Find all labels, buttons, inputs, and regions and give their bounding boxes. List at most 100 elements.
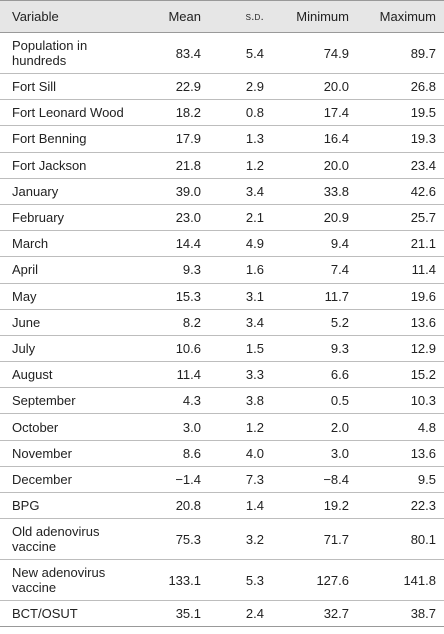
cell-sd: 1.2 (245, 157, 264, 173)
header-variable: Variable (12, 9, 59, 24)
cell-maximum: 141.8 (403, 572, 436, 588)
cell-minimum: 2.0 (330, 419, 349, 435)
cell-sd: 3.4 (245, 314, 264, 330)
cell-mean: 23.0 (175, 210, 201, 226)
table-row: August 11.4 3.3 6.6 15.2 (0, 362, 444, 388)
cell-mean: 18.2 (175, 105, 201, 121)
cell-maximum: 15.2 (410, 367, 436, 383)
cell-variable: January (12, 183, 59, 199)
cell-mean: 11.4 (176, 367, 201, 383)
cell-minimum: 20.0 (323, 79, 349, 95)
cell-variable: Fort Leonard Wood (12, 105, 124, 121)
cell-mean: 4.3 (182, 393, 201, 409)
cell-maximum: 22.3 (410, 498, 436, 514)
table-header: Variable Mean s.d. Minimum Maximum (0, 0, 444, 33)
table-row: June 8.2 3.4 5.2 13.6 (0, 309, 444, 336)
cell-maximum: 42.6 (410, 183, 436, 199)
cell-mean: 15.3 (175, 288, 201, 304)
cell-maximum: 26.8 (410, 79, 436, 95)
cell-mean: 35.1 (175, 606, 201, 622)
cell-maximum: 4.8 (417, 419, 436, 435)
table-row: April 9.3 1.6 7.4 11.4 (0, 257, 444, 283)
cell-mean: 8.6 (182, 445, 201, 461)
cell-maximum: 80.1 (410, 531, 436, 547)
cell-mean: 21.8 (175, 157, 201, 173)
cell-sd: 1.5 (245, 340, 264, 356)
table-row: October 3.0 1.2 2.0 4.8 (0, 414, 444, 441)
cell-mean: 133.1 (168, 572, 201, 588)
cell-minimum: 71.7 (323, 531, 349, 547)
table-row: November 8.6 4.0 3.0 13.6 (0, 440, 444, 467)
cell-sd: 1.4 (245, 498, 264, 514)
cell-minimum: 127.6 (316, 572, 349, 588)
cell-maximum: 23.4 (410, 157, 436, 173)
cell-minimum: 19.2 (323, 498, 349, 514)
cell-minimum: 7.4 (330, 262, 349, 278)
cell-mean: 9.3 (182, 262, 201, 278)
cell-sd: 2.9 (245, 79, 264, 95)
table-body: Population in hundreds 83.4 5.4 74.9 89.7 For… (0, 33, 444, 627)
cell-minimum: 11.7 (324, 288, 349, 304)
table-row: BPG 20.8 1.4 19.2 22.3 (0, 493, 444, 519)
cell-minimum: 33.8 (323, 183, 349, 199)
table-row: Population in hundreds 83.4 5.4 74.9 89.7 (0, 33, 444, 74)
cell-maximum: 38.7 (410, 606, 436, 622)
cell-maximum: 9.5 (417, 471, 436, 487)
cell-sd: 3.8 (245, 393, 264, 409)
cell-mean: 17.9 (175, 131, 201, 147)
cell-mean: 3.0 (182, 419, 201, 435)
table-row: March 14.4 4.9 9.4 21.1 (0, 231, 444, 257)
cell-variable: July (12, 340, 36, 356)
cell-variable: BPG (12, 498, 40, 514)
cell-variable: August (12, 367, 53, 383)
table-row: Fort Leonard Wood 18.2 0.8 17.4 19.5 (0, 100, 444, 126)
cell-variable: November (12, 445, 72, 461)
cell-mean: 20.8 (175, 498, 201, 514)
cell-sd: 1.3 (245, 131, 264, 147)
cell-variable: Fort Benning (12, 131, 87, 147)
cell-variable: June (12, 314, 41, 330)
cell-mean: 8.2 (182, 314, 201, 330)
cell-variable: September (12, 393, 76, 409)
cell-variable: Fort Sill (12, 79, 57, 95)
cell-maximum: 19.6 (410, 288, 436, 304)
cell-mean: 14.4 (175, 236, 201, 252)
cell-sd: 2.4 (245, 606, 264, 622)
cell-maximum: 13.6 (410, 445, 436, 461)
header-row: Variable Mean s.d. Minimum Maximum (0, 0, 444, 33)
cell-mean: 83.4 (175, 45, 201, 61)
cell-maximum: 10.3 (410, 393, 436, 409)
table-row: February 23.0 2.1 20.9 25.7 (0, 204, 444, 231)
table-row: New adenovirus vaccine 133.1 5.3 127.6 141.8 (0, 560, 444, 601)
table-row: Old adenovirus vaccine 75.3 3.2 71.7 80.1 (0, 519, 444, 560)
cell-minimum: 20.0 (323, 157, 349, 173)
cell-variable: April (12, 262, 39, 278)
cell-minimum: 9.4 (330, 236, 349, 252)
cell-sd: 7.3 (245, 471, 264, 487)
cell-maximum: 13.6 (410, 314, 436, 330)
table-row: December −1.4 7.3 −8.4 9.5 (0, 466, 444, 493)
cell-variable: October (12, 419, 59, 435)
cell-sd: 3.1 (245, 288, 264, 304)
table-row: Fort Sill 22.9 2.9 20.0 26.8 (0, 74, 444, 100)
cell-minimum: 74.9 (323, 45, 349, 61)
cell-sd: 1.6 (245, 262, 264, 278)
cell-sd: 3.2 (245, 531, 264, 547)
cell-variable: December (12, 471, 72, 487)
cell-mean: 10.6 (175, 340, 201, 356)
cell-variable: New adenovirus vaccine (12, 565, 106, 596)
cell-sd: 3.3 (245, 367, 264, 383)
cell-minimum: 32.7 (323, 606, 349, 622)
cell-maximum: 11.4 (411, 262, 436, 278)
cell-minimum: 9.3 (330, 340, 349, 356)
cell-mean: 39.0 (175, 183, 201, 199)
cell-maximum: 12.9 (410, 340, 436, 356)
cell-mean: 75.3 (175, 531, 201, 547)
cell-mean: −1.4 (175, 471, 201, 487)
cell-sd: 5.4 (245, 45, 264, 61)
cell-variable: Population in hundreds (12, 38, 88, 68)
cell-maximum: 21.1 (410, 236, 436, 252)
header-sd: s.d. (245, 10, 264, 23)
